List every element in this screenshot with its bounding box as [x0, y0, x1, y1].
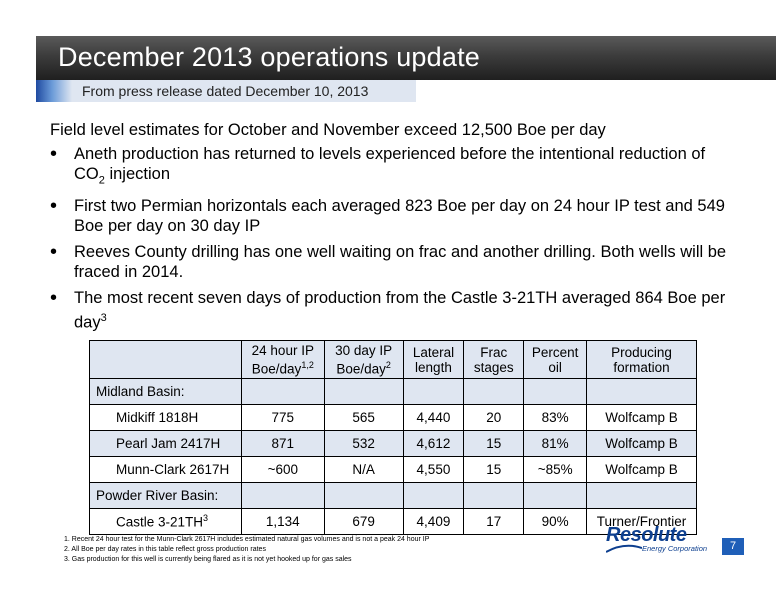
cell-ip30: N/A — [323, 456, 404, 483]
footnote-2: 2. All Boe per day rates in this table r… — [64, 546, 266, 553]
basin-label: Midland Basin: — [89, 378, 242, 405]
bullet-dot-icon: • — [50, 287, 58, 310]
basin-label: Powder River Basin: — [89, 482, 242, 509]
title-bar: December 2013 operations update — [36, 36, 776, 80]
bullet-aneth-text: Aneth production has returned to levels … — [74, 145, 706, 183]
cell-lateral: 4,409 — [402, 508, 465, 535]
bullet-castle-sup: 3 — [100, 312, 107, 325]
cell-lateral: 4,440 — [402, 404, 465, 431]
cell-ip24: 871 — [240, 430, 325, 457]
bullet-castle: • The most recent seven days of producti… — [50, 288, 740, 333]
bullet-list: • Aneth production has returned to level… — [50, 144, 740, 339]
header-frac: Frac stages — [463, 340, 525, 379]
subtitle-bar: From press release dated December 10, 20… — [36, 80, 416, 102]
cell-ip30: 565 — [323, 404, 404, 431]
logo-swoosh-icon — [606, 544, 642, 553]
basin-row: Powder River Basin: — [89, 482, 697, 509]
bullet-aneth-sub: 2 — [98, 174, 105, 187]
cell-formation: Turner/Frontier — [586, 508, 697, 535]
cell-formation: Wolfcamp B — [586, 430, 697, 457]
bullet-aneth-tail: injection — [104, 165, 170, 183]
cell-ip24: 1,134 — [240, 508, 325, 535]
header-oil: Percent oil — [523, 340, 588, 379]
cell-ip24: ~600 — [240, 456, 325, 483]
well-name: Pearl Jam 2417H — [89, 430, 242, 457]
table-row: Munn-Clark 2617H ~600 N/A 4,550 15 ~85% … — [89, 456, 697, 483]
cell-oil: 81% — [523, 430, 588, 457]
page-number: 7 — [722, 538, 744, 555]
cell-lateral: 4,612 — [402, 430, 465, 457]
table-row: Castle 3-21TH3 1,134 679 4,409 17 90% Tu… — [89, 508, 697, 535]
well-name: Munn-Clark 2617H — [89, 456, 242, 483]
header-ip30: 30 day IP Boe/day2 — [323, 340, 404, 379]
bullet-castle-text: The most recent seven days of production… — [74, 289, 726, 332]
cell-formation: Wolfcamp B — [586, 456, 697, 483]
cell-oil: 83% — [523, 404, 588, 431]
table-header-row: 24 hour IP Boe/day1,2 30 day IP Boe/day2 L… — [89, 340, 697, 379]
logo-wordmark: Resolute — [606, 524, 687, 546]
cell-frac: 15 — [463, 456, 525, 483]
slide-title: December 2013 operations update — [58, 42, 480, 72]
cell-oil: ~85% — [523, 456, 588, 483]
well-name: Castle 3-21TH3 — [89, 508, 242, 535]
cell-ip30: 532 — [323, 430, 404, 457]
footnote-3: 3. Gas production for this well is curre… — [64, 556, 352, 563]
basin-row: Midland Basin: — [89, 378, 697, 405]
table-row: Pearl Jam 2417H 871 532 4,612 15 81% Wol… — [89, 430, 697, 457]
bullet-reeves: • Reeves County drilling has one well wa… — [50, 242, 740, 282]
cell-ip24: 775 — [240, 404, 325, 431]
company-logo: Resolute Energy Corporation — [606, 524, 716, 560]
bullet-dot-icon: • — [50, 195, 58, 218]
footnotes: 1. Recent 24 hour test for the Munn-Clar… — [64, 535, 429, 565]
lead-text: Field level estimates for October and No… — [50, 121, 606, 139]
cell-formation: Wolfcamp B — [586, 404, 697, 431]
header-lateral: Lateral length — [402, 340, 465, 379]
cell-lateral: 4,550 — [402, 456, 465, 483]
bullet-dot-icon: • — [50, 241, 58, 264]
header-formation: Producing formation — [586, 340, 697, 379]
well-results-table: 24 hour IP Boe/day1,2 30 day IP Boe/day2 L… — [89, 340, 697, 535]
bullet-permian-text: First two Permian horizontals each avera… — [74, 197, 725, 236]
logo-tagline: Energy Corporation — [642, 544, 708, 553]
cell-frac: 15 — [463, 430, 525, 457]
bullet-dot-icon: • — [50, 143, 58, 165]
well-name: Midkiff 1818H — [89, 404, 242, 431]
header-well — [89, 340, 242, 379]
bullet-permian: • First two Permian horizontals each ave… — [50, 196, 740, 236]
bullet-aneth: • Aneth production has returned to level… — [50, 144, 740, 190]
table-row: Midkiff 1818H 775 565 4,440 20 83% Wolfc… — [89, 404, 697, 431]
cell-frac: 20 — [463, 404, 525, 431]
slide-subtitle: From press release dated December 10, 20… — [82, 83, 369, 99]
bullet-reeves-text: Reeves County drilling has one well wait… — [74, 243, 727, 282]
footnote-1: 1. Recent 24 hour test for the Munn-Clar… — [64, 536, 430, 543]
cell-oil: 90% — [523, 508, 588, 535]
cell-frac: 17 — [463, 508, 525, 535]
header-ip24: 24 hour IP Boe/day1,2 — [240, 340, 325, 379]
cell-ip30: 679 — [323, 508, 404, 535]
